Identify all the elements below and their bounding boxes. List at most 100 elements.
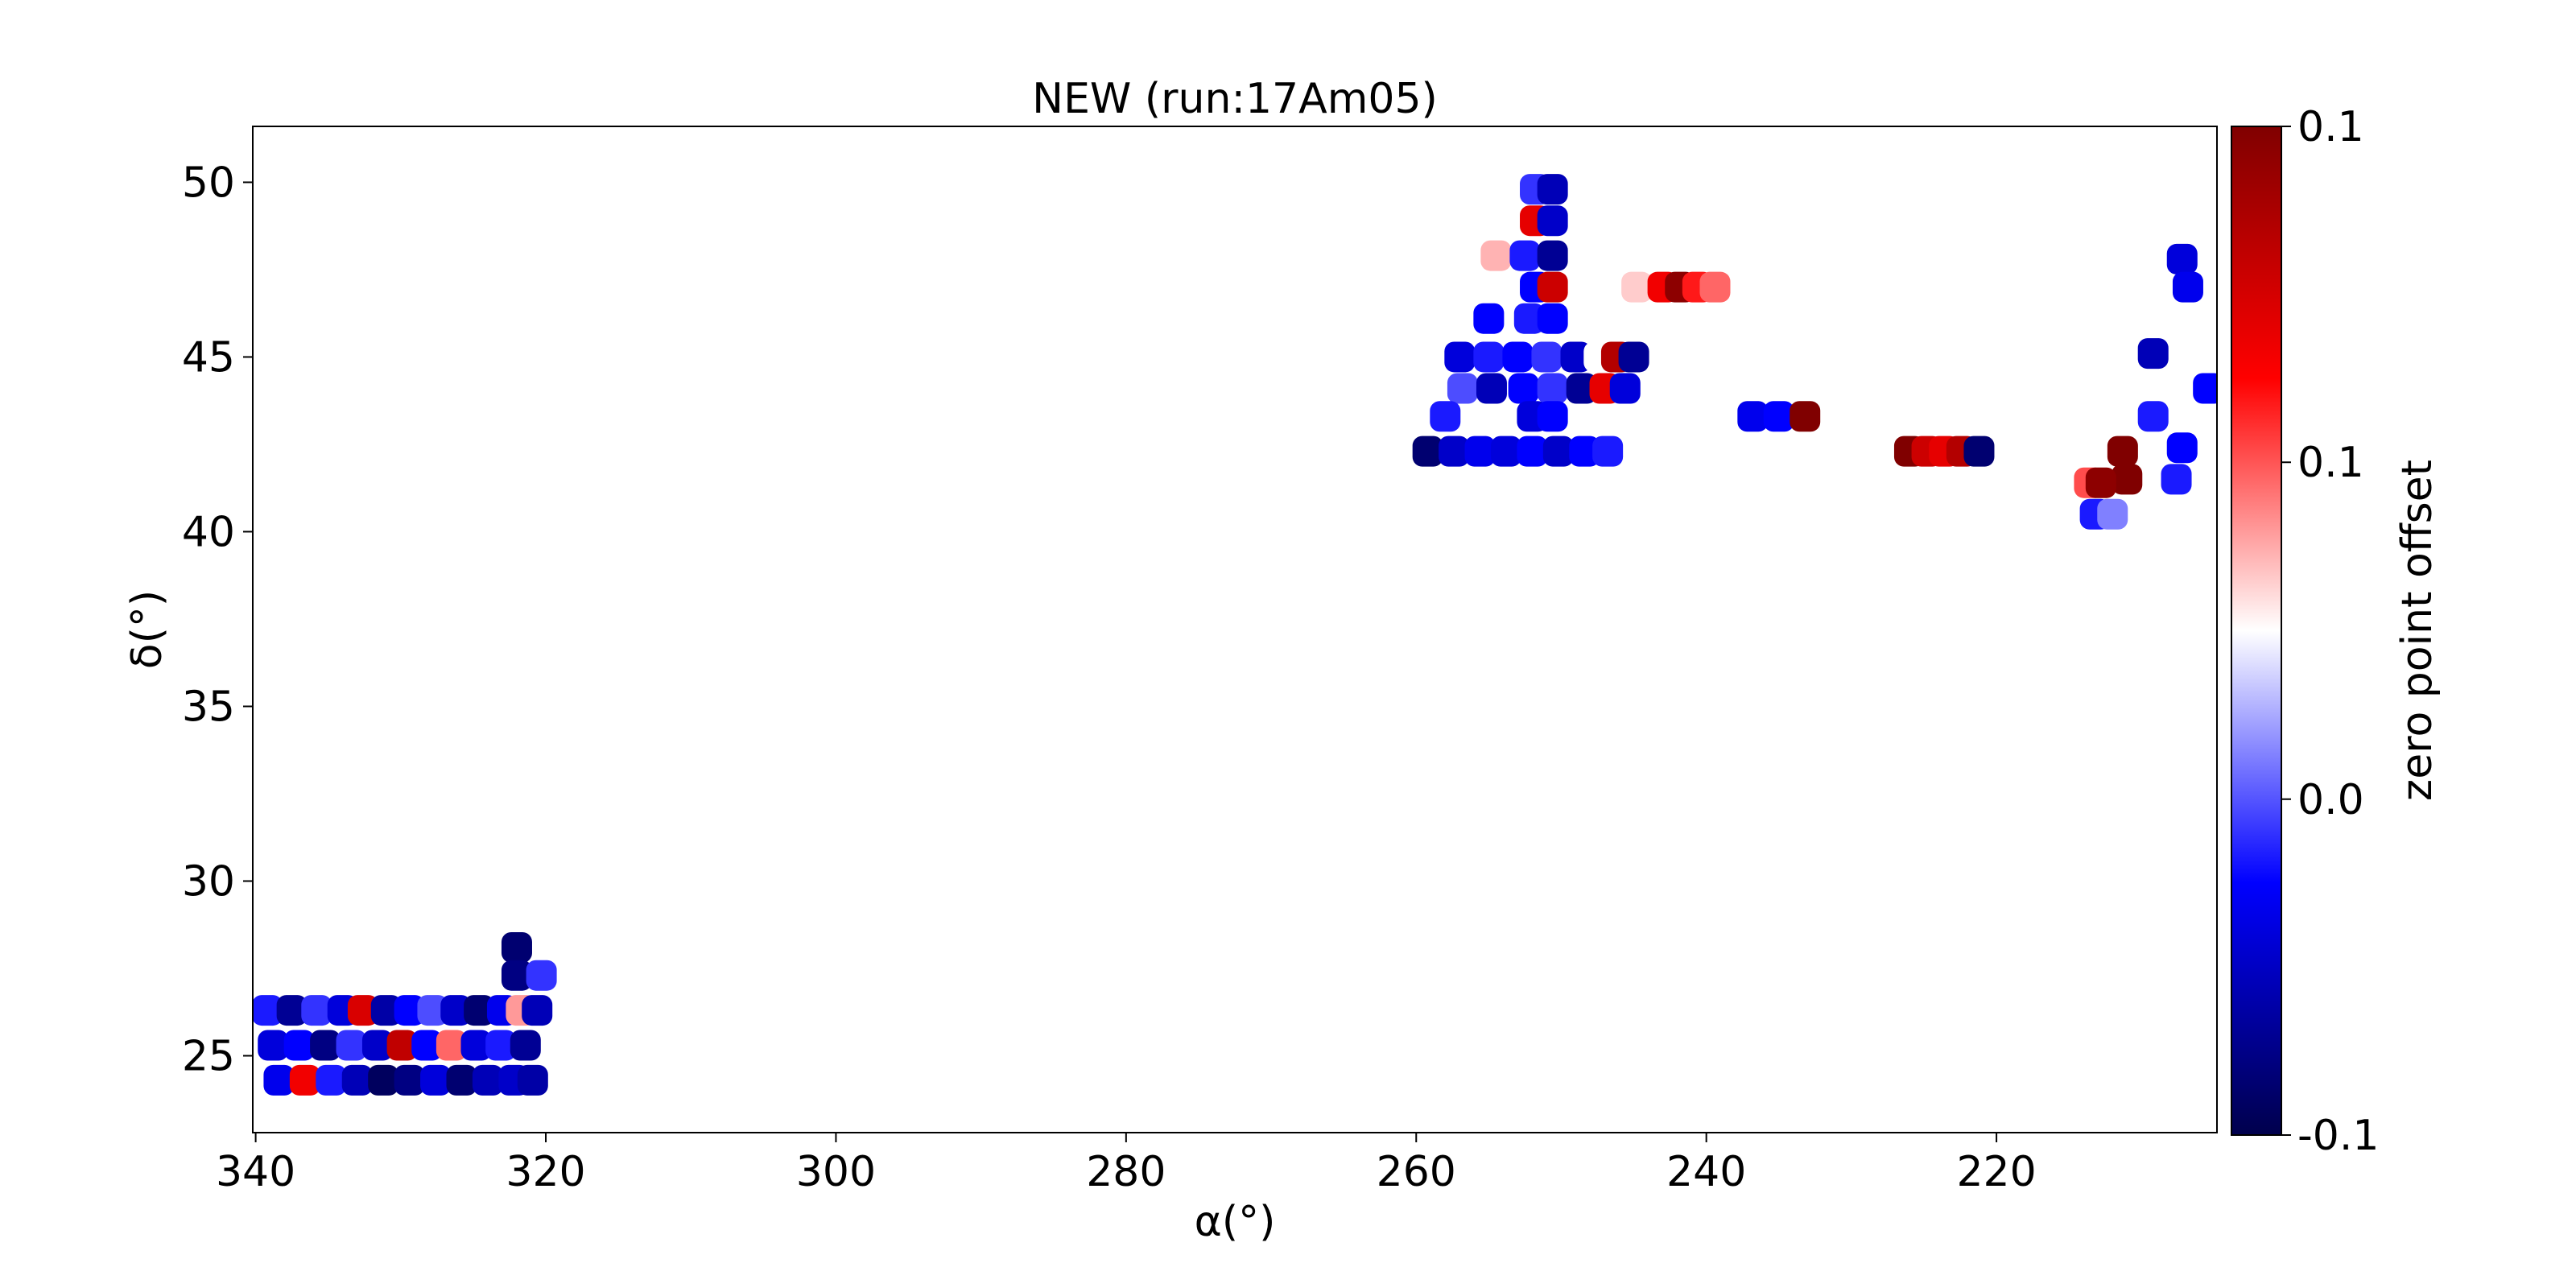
field-marker <box>301 995 332 1026</box>
field-marker <box>1439 436 1470 467</box>
field-marker <box>276 995 308 1026</box>
field-marker <box>1560 341 1591 373</box>
colorbar <box>2231 126 2282 1136</box>
field-marker <box>1592 436 1624 467</box>
field-marker <box>1537 373 1568 404</box>
field-marker <box>464 995 495 1026</box>
field-marker <box>1542 436 1574 467</box>
field-marker <box>386 1030 418 1061</box>
y-tick-label: 45 <box>182 333 235 382</box>
chart-title: NEW (run:17Am05) <box>1032 75 1438 123</box>
field-marker <box>501 931 532 963</box>
field-marker <box>2166 432 2198 464</box>
field-marker <box>460 1030 492 1061</box>
field-marker <box>417 995 448 1026</box>
field-marker <box>2137 338 2169 369</box>
field-marker <box>347 995 378 1026</box>
y-axis-ticks: 25 30 35 40 45 50 <box>182 159 253 1081</box>
field-marker <box>472 1064 503 1096</box>
field-marker <box>1790 401 1821 432</box>
x-tick-label: 280 <box>1086 1148 1166 1196</box>
field-marker <box>1430 401 1461 432</box>
field-marker <box>526 960 557 991</box>
x-axis-ticks: 340 320 300 280 260 240 220 <box>216 1133 2037 1196</box>
y-tick-label: 35 <box>182 683 235 731</box>
field-marker <box>1509 240 1541 271</box>
field-marker <box>485 1030 517 1061</box>
field-marker <box>2097 498 2128 530</box>
field-marker <box>411 1030 443 1061</box>
colorbar-ticks: -0.1 0.0 0.1 0.1 <box>2281 103 2379 1160</box>
field-marker <box>2085 467 2116 498</box>
field-marker <box>2166 243 2198 275</box>
field-marker <box>1531 341 1563 373</box>
field-marker <box>253 995 283 1026</box>
x-tick-label: 320 <box>506 1148 585 1196</box>
field-marker <box>2112 464 2143 495</box>
field-marker <box>1618 341 1649 373</box>
field-marker <box>2137 401 2169 432</box>
field-marker <box>1464 436 1496 467</box>
field-marker <box>1609 373 1641 404</box>
field-marker <box>420 1064 452 1096</box>
field-marker <box>517 1064 548 1096</box>
field-marker <box>1444 341 1476 373</box>
field-marker <box>2193 373 2217 404</box>
field-marker <box>1490 436 1521 467</box>
scatter-points <box>253 174 2217 1096</box>
field-marker <box>1473 341 1505 373</box>
field-marker <box>522 995 553 1026</box>
y-tick-label: 40 <box>182 508 235 556</box>
y-tick-label: 50 <box>182 159 235 207</box>
field-marker <box>263 1064 295 1096</box>
field-marker <box>368 1064 399 1096</box>
field-marker <box>370 995 402 1026</box>
field-marker <box>2161 464 2192 495</box>
field-marker <box>361 1030 393 1061</box>
plot-frame <box>252 126 2218 1133</box>
field-marker <box>1621 271 1653 303</box>
x-tick-label: 260 <box>1377 1148 1456 1196</box>
field-marker <box>289 1064 320 1096</box>
field-marker <box>510 1030 541 1061</box>
field-marker <box>1537 401 1568 432</box>
field-marker <box>1537 174 1568 205</box>
x-axis-label: α(°) <box>1195 1198 1276 1246</box>
field-marker <box>1763 401 1794 432</box>
colorbar-label: zero point offset <box>2393 460 2442 801</box>
colorbar-tick-label: 0.0 <box>2297 776 2364 824</box>
field-marker <box>1566 373 1597 404</box>
field-marker <box>283 1030 315 1061</box>
y-tick-label: 30 <box>182 858 235 906</box>
field-marker <box>2107 436 2138 467</box>
field-marker <box>446 1064 477 1096</box>
field-marker <box>316 1064 347 1096</box>
colorbar-tick-label: 0.1 <box>2297 439 2364 487</box>
field-marker <box>394 995 425 1026</box>
field-marker <box>501 960 532 991</box>
x-tick-label: 340 <box>216 1148 295 1196</box>
field-marker <box>1412 436 1443 467</box>
y-tick-label: 25 <box>182 1033 235 1081</box>
field-marker <box>436 1030 467 1061</box>
field-marker <box>1502 341 1534 373</box>
colorbar-tick-label: -0.1 <box>2297 1112 2379 1160</box>
field-marker <box>1517 436 1548 467</box>
y-axis-label: δ(°) <box>123 590 171 669</box>
field-marker <box>1537 271 1568 303</box>
field-marker <box>1699 271 1731 303</box>
field-marker <box>1476 373 1507 404</box>
x-tick-label: 300 <box>796 1148 876 1196</box>
x-tick-label: 220 <box>1956 1148 2036 1196</box>
field-marker <box>1537 205 1568 237</box>
field-marker <box>2172 271 2203 303</box>
field-marker <box>1963 436 1995 467</box>
field-marker <box>1480 240 1512 271</box>
x-tick-label: 240 <box>1666 1148 1746 1196</box>
field-marker <box>341 1064 373 1096</box>
field-marker <box>394 1064 425 1096</box>
field-marker <box>1513 303 1545 334</box>
field-marker <box>440 995 472 1026</box>
field-marker <box>1569 436 1600 467</box>
